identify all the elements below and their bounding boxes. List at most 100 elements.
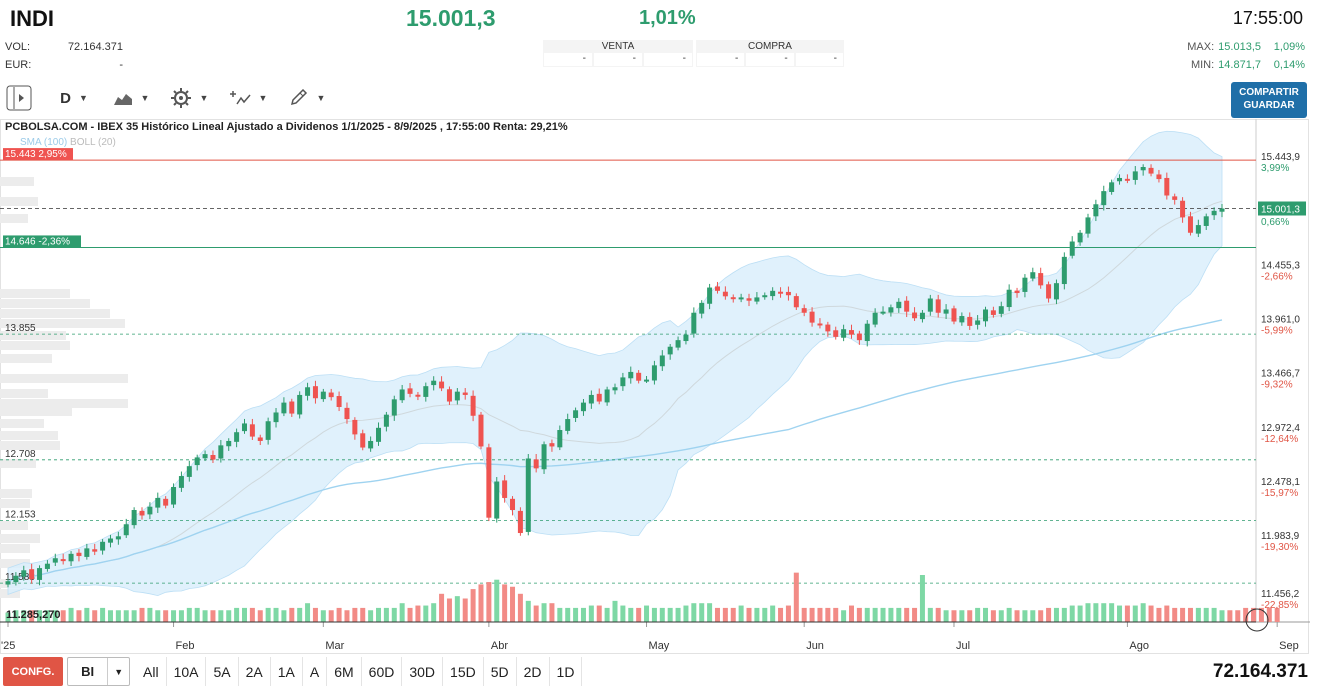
indicators-select[interactable]: ▼ bbox=[222, 85, 274, 111]
volume-bar bbox=[1235, 610, 1241, 622]
period-button-10a[interactable]: 10A bbox=[167, 657, 207, 686]
candle-body bbox=[620, 377, 626, 387]
volume-bar bbox=[1258, 607, 1264, 622]
volume-bar bbox=[76, 610, 82, 622]
support-badge bbox=[3, 235, 81, 248]
candle-body bbox=[1172, 196, 1178, 200]
volume-bar bbox=[683, 605, 689, 622]
period-button-a[interactable]: A bbox=[303, 657, 328, 686]
period-button-2a[interactable]: 2A bbox=[239, 657, 271, 686]
volume-bar bbox=[202, 610, 208, 622]
period-button-30d[interactable]: 30D bbox=[402, 657, 444, 686]
volume-bar bbox=[714, 607, 720, 622]
volume-bar bbox=[115, 610, 121, 622]
volume-bar bbox=[439, 593, 445, 622]
candle-body bbox=[943, 309, 949, 314]
volume-bar bbox=[1124, 605, 1130, 622]
volume-bar bbox=[29, 610, 35, 622]
candle-body bbox=[730, 297, 736, 300]
panel-icon bbox=[6, 85, 32, 111]
candle-body bbox=[1187, 216, 1193, 233]
volume-bar bbox=[336, 607, 342, 622]
volume-label: VOL: bbox=[5, 41, 31, 53]
period-button-2d[interactable]: 2D bbox=[517, 657, 550, 686]
share-save-button[interactable]: COMPARTIR GUARDAR bbox=[1231, 82, 1307, 118]
candle-body bbox=[407, 388, 413, 394]
candle-body bbox=[651, 365, 657, 381]
chart-canvas[interactable]: 13.855 12.708 12.153 11.583 15.443 2,95% 14.6… bbox=[0, 119, 1310, 654]
volume-bar bbox=[100, 607, 106, 622]
volume-bar bbox=[407, 607, 413, 622]
period-button-15d[interactable]: 15D bbox=[443, 657, 484, 686]
candle-body bbox=[785, 291, 791, 296]
volume-profile-bar bbox=[0, 331, 66, 340]
candle-body bbox=[1006, 289, 1012, 308]
volume-bar bbox=[1085, 603, 1091, 622]
volume-bar bbox=[281, 610, 287, 622]
volume-bar bbox=[1187, 607, 1193, 622]
candle-body bbox=[1069, 241, 1075, 256]
candle-body bbox=[904, 300, 910, 312]
crosshair-circle[interactable] bbox=[1245, 608, 1269, 632]
candle-body bbox=[517, 510, 523, 534]
volume-bar bbox=[297, 607, 303, 622]
volume-bar bbox=[691, 603, 697, 622]
period-button-6m[interactable]: 6M bbox=[327, 657, 362, 686]
candle-body bbox=[257, 437, 263, 441]
volume-bar bbox=[163, 610, 169, 622]
period-button-1d[interactable]: 1D bbox=[550, 657, 583, 686]
candle-body bbox=[123, 524, 129, 536]
area-chart-icon bbox=[113, 94, 132, 105]
candle-body bbox=[368, 440, 374, 449]
period-button-5d[interactable]: 5D bbox=[484, 657, 517, 686]
period-select[interactable]: D ▼ bbox=[50, 85, 98, 111]
config-button[interactable]: CONFG. bbox=[3, 657, 63, 686]
volume-bar bbox=[730, 607, 736, 622]
volume-bar bbox=[1117, 605, 1123, 622]
candle-body bbox=[60, 559, 66, 562]
drawing-tools-select[interactable]: ▼ bbox=[282, 85, 332, 111]
y-tick-pct: 0,66% bbox=[1261, 217, 1289, 228]
price-chart[interactable]: 13.855 12.708 12.153 11.583 15.443 2,95% 14.6… bbox=[0, 119, 1310, 654]
volume-bar bbox=[52, 610, 58, 622]
x-tick-label: Jun bbox=[806, 640, 824, 652]
candle-body bbox=[1061, 256, 1067, 285]
y-tick-pct: -2,66% bbox=[1261, 271, 1293, 282]
volume-bar bbox=[494, 579, 500, 622]
candle-body bbox=[470, 395, 476, 416]
candle-body bbox=[336, 396, 342, 407]
candle-body bbox=[762, 295, 768, 298]
panel-toggle-button[interactable] bbox=[6, 85, 32, 111]
settings-select[interactable]: ▼ bbox=[164, 85, 214, 111]
y-tick-label: 13.961,0 bbox=[1261, 315, 1300, 326]
volume-bar bbox=[793, 572, 799, 622]
level-label: 12.708 bbox=[5, 449, 36, 460]
volume-bar bbox=[959, 610, 965, 622]
period-button-60d[interactable]: 60D bbox=[362, 657, 403, 686]
scale-select[interactable]: BI ▼ bbox=[67, 657, 130, 686]
candle-body bbox=[52, 558, 58, 563]
candle-body bbox=[320, 391, 326, 400]
volume-bar bbox=[778, 607, 784, 622]
volume-bar bbox=[1195, 607, 1201, 622]
candle-body bbox=[848, 330, 854, 335]
period-button-all[interactable]: All bbox=[136, 657, 167, 686]
candle-body bbox=[714, 286, 720, 291]
period-button-5a[interactable]: 5A bbox=[206, 657, 239, 686]
period-button-1a[interactable]: 1A bbox=[271, 657, 303, 686]
volume-bar bbox=[37, 610, 43, 622]
volume-bar bbox=[1109, 603, 1115, 622]
candle-body bbox=[147, 506, 153, 515]
volume-bar bbox=[1164, 605, 1170, 622]
period-buttons: All 10A 5A 2A 1A A 6M 60D 30D 15D 5D 2D 1D bbox=[136, 657, 583, 686]
volume-bar bbox=[833, 607, 839, 622]
chart-type-select[interactable]: ▼ bbox=[106, 85, 156, 111]
y-tick-label: 15.443,9 bbox=[1261, 152, 1300, 163]
volume-bar bbox=[194, 607, 200, 622]
volume-bar bbox=[139, 607, 145, 622]
volume-bar bbox=[289, 607, 295, 622]
candle-body bbox=[1211, 210, 1217, 216]
volume-profile-bar bbox=[0, 399, 128, 408]
volume-bar bbox=[967, 610, 973, 622]
chart-title: PCBOLSA.COM - IBEX 35 Histórico Lineal A… bbox=[5, 121, 568, 133]
